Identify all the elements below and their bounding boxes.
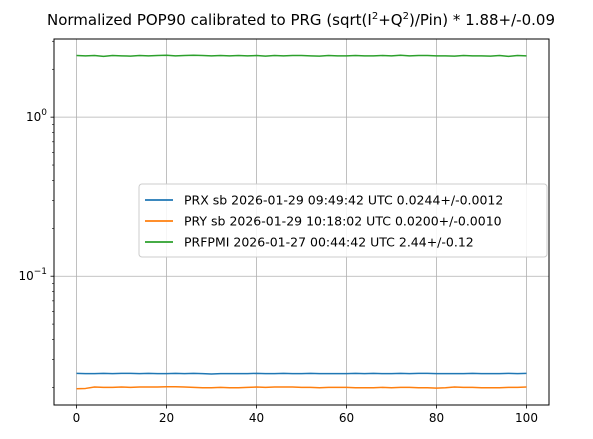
legend-label-1: PRY sb 2026-01-29 10:18:02 UTC 0.0200+/-… bbox=[184, 214, 502, 229]
x-tick-label: 20 bbox=[159, 411, 174, 425]
x-tick-label: 80 bbox=[429, 411, 444, 425]
legend-items: PRX sb 2026-01-29 09:49:42 UTC 0.0244+/-… bbox=[145, 193, 503, 250]
plot-lines bbox=[76, 54, 527, 390]
x-tick-label: 0 bbox=[73, 411, 81, 425]
x-tick-label: 100 bbox=[515, 411, 538, 425]
plot-frame bbox=[53, 38, 550, 406]
series-line-2 bbox=[76, 54, 527, 58]
x-tick-label: 40 bbox=[249, 411, 264, 425]
legend: PRX sb 2026-01-29 09:49:42 UTC 0.0244+/-… bbox=[138, 183, 548, 258]
series-line-0 bbox=[76, 372, 527, 375]
series-line-1 bbox=[76, 385, 527, 390]
y-tick-label: 10−1 bbox=[18, 267, 47, 283]
legend-label-2: PRFPMI 2026-01-27 00:44:42 UTC 2.44+/-0.… bbox=[184, 235, 474, 250]
x-tick-label: 60 bbox=[339, 411, 354, 425]
legend-box bbox=[138, 183, 548, 258]
y-tick-label: 100 bbox=[26, 108, 47, 124]
axis-ticks: 0 20 40 60 80 100 10−1 100 bbox=[18, 40, 538, 425]
legend-label-0: PRX sb 2026-01-29 09:49:42 UTC 0.0244+/-… bbox=[184, 193, 503, 208]
chart-title: Normalized POP90 calibrated to PRG (sqrt… bbox=[47, 11, 555, 29]
